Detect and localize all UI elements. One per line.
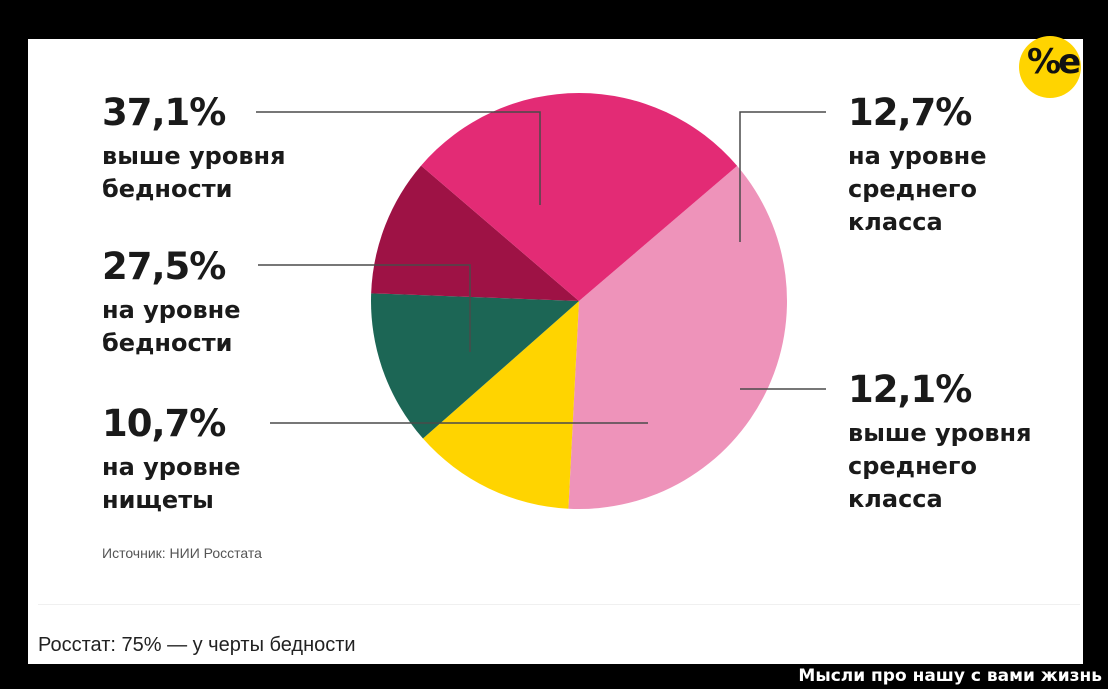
slice-percent-0: 37,1% <box>102 91 226 134</box>
pie-slice-4 <box>421 93 738 302</box>
leader-line-3 <box>739 111 826 242</box>
slice-percent-2: 12,1% <box>848 368 972 411</box>
pie-slice-1 <box>422 301 579 509</box>
slice-percent-4: 27,5% <box>102 245 226 288</box>
leader-line-0 <box>256 111 541 205</box>
leader-lines <box>256 111 826 424</box>
pie-slices <box>371 93 788 510</box>
slice-label-4: на уровне бедности <box>102 296 241 357</box>
watermark: Мысли про нашу с вами жизнь <box>798 666 1102 686</box>
brand-logo: %e <box>1019 36 1081 98</box>
pie-slice-2 <box>371 293 579 439</box>
slice-percent-3: 10,7% <box>102 402 226 445</box>
leader-line-1 <box>258 264 471 352</box>
slice-label-2: выше уровня среднего класса <box>848 419 1032 513</box>
brand-logo-text: %e <box>1027 42 1081 82</box>
page-caption: Росстат: 75% — у черты бедности <box>38 634 356 656</box>
slice-label-1: на уровне среднего класса <box>848 142 987 236</box>
slice-label-3: на уровне нищеты <box>102 453 241 514</box>
slice-percent-1: 12,7% <box>848 91 972 134</box>
pie-slice-3 <box>371 165 579 301</box>
divider <box>38 604 1080 605</box>
slice-label-0: выше уровня бедности <box>102 142 286 203</box>
chart-source: Источник: НИИ Росстата <box>102 545 262 561</box>
